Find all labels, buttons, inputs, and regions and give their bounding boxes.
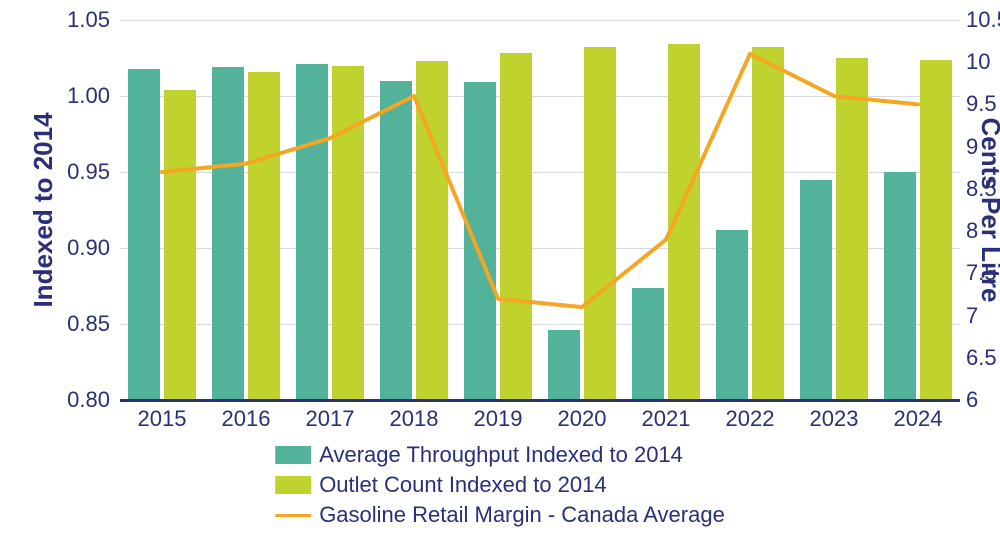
plot-area [120,20,960,400]
y-tick-right: 9 [966,134,978,160]
y-tick-left: 1.05 [67,7,110,33]
y-tick-right: 8 [966,218,978,244]
dual-axis-bar-line-chart: Indexed to 2014 Cents Per Litre 0.800.85… [0,0,1000,538]
y-tick-right: 6.5 [966,345,997,371]
line-series [120,20,960,400]
y-tick-left: 0.85 [67,311,110,337]
x-tick: 2017 [306,406,355,432]
y-tick-left: 0.90 [67,235,110,261]
legend-item: Outlet Count Indexed to 2014 [275,472,725,498]
x-axis-baseline [120,399,960,402]
x-tick: 2021 [642,406,691,432]
legend-item: Gasoline Retail Margin - Canada Average [275,502,725,528]
legend-item: Average Throughput Indexed to 2014 [275,442,725,468]
legend-label: Outlet Count Indexed to 2014 [319,472,606,498]
y-tick-right: 8.5 [966,176,997,202]
y-tick-left: 1.00 [67,83,110,109]
y-tick-right: 7 [966,303,978,329]
y-tick-right: 6 [966,387,978,413]
x-tick: 2020 [558,406,607,432]
x-tick: 2018 [390,406,439,432]
y-tick-right: 9.5 [966,91,997,117]
legend-swatch [275,446,311,464]
chart-legend: Average Throughput Indexed to 2014 Outlet… [275,438,725,532]
x-tick: 2022 [726,406,775,432]
x-tick: 2015 [138,406,187,432]
y-tick-right: 10.5 [966,7,1000,33]
legend-label: Gasoline Retail Margin - Canada Average [319,502,725,528]
x-tick: 2023 [810,406,859,432]
y-tick-right: 10 [966,49,990,75]
legend-swatch [275,476,311,494]
x-tick: 2024 [894,406,943,432]
y-tick-left: 0.95 [67,159,110,185]
y-axis-right-ticks: 66.577.588.599.51010.5 [966,20,996,400]
x-tick: 2016 [222,406,271,432]
x-tick: 2019 [474,406,523,432]
y-axis-left-ticks: 0.800.850.900.951.001.05 [0,20,110,400]
y-tick-right: 7.5 [966,260,997,286]
y-tick-left: 0.80 [67,387,110,413]
legend-label: Average Throughput Indexed to 2014 [319,442,683,468]
legend-line-swatch [275,506,311,524]
